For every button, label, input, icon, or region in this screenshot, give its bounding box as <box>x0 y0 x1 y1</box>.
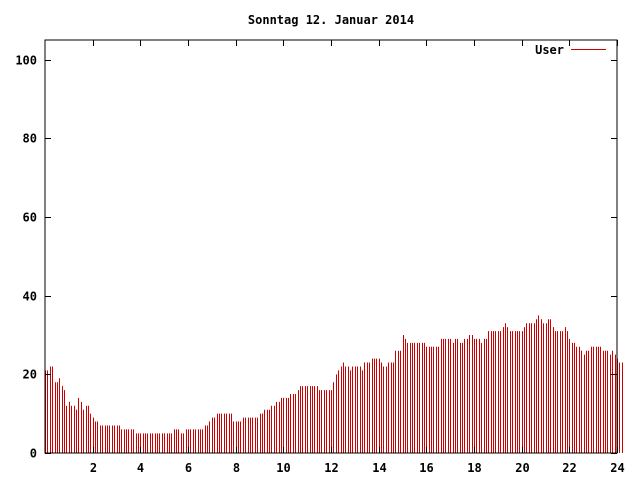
y-tick-label: 60 <box>23 211 37 225</box>
x-tick-label: 16 <box>419 461 433 475</box>
x-tick-label: 10 <box>276 461 290 475</box>
x-tick-label: 6 <box>185 461 192 475</box>
legend: User <box>535 43 606 57</box>
x-tick-label: 4 <box>137 461 144 475</box>
x-tick-label: 18 <box>467 461 481 475</box>
x-tick-label: 20 <box>515 461 529 475</box>
x-tick-label: 8 <box>233 461 240 475</box>
y-tick-label: 0 <box>30 447 37 461</box>
y-tick-label: 100 <box>15 54 37 68</box>
y-tick-label: 40 <box>23 290 37 304</box>
x-tick-label: 24 <box>610 461 624 475</box>
bar-group <box>45 315 623 453</box>
x-tick-label: 2 <box>90 461 97 475</box>
x-tick-label: 22 <box>562 461 576 475</box>
x-tick-label: 14 <box>372 461 386 475</box>
y-tick-label: 80 <box>23 132 37 146</box>
y-tick-label: 20 <box>23 368 37 382</box>
x-tick-label: 12 <box>324 461 338 475</box>
legend-label: User <box>535 43 564 57</box>
chart-title: Sonntag 12. Januar 2014 <box>248 13 414 27</box>
plot-frame <box>44 39 618 454</box>
